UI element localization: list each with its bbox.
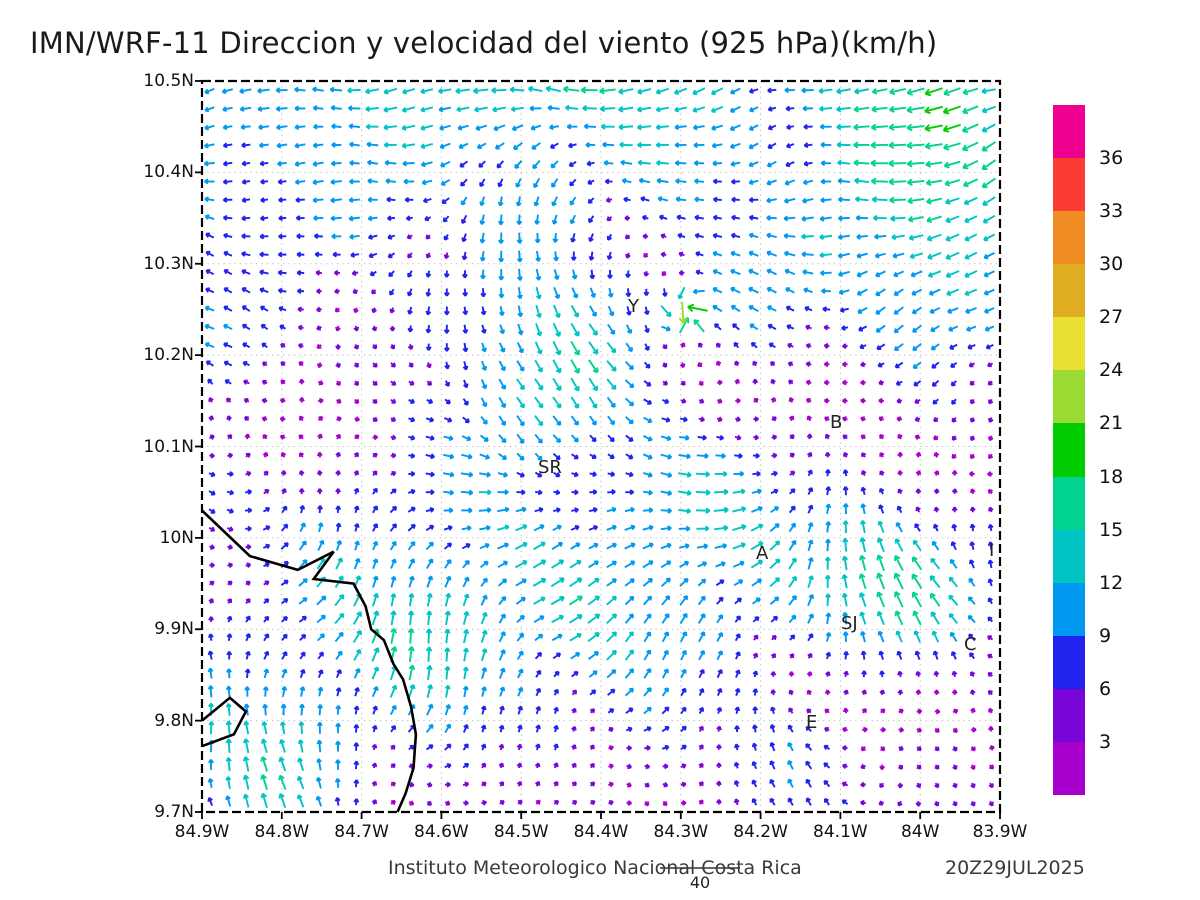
- station-label-sj: SJ: [841, 613, 858, 634]
- x-axis-tick-label: 84.3W: [653, 822, 709, 842]
- x-axis-tick-label: 84W: [900, 822, 940, 842]
- vector-scale-value: 40: [689, 873, 711, 892]
- colorbar-band: [1053, 317, 1085, 371]
- colorbar-band: [1053, 476, 1085, 531]
- colorbar[interactable]: [1053, 105, 1085, 796]
- station-label-sr: SR: [538, 457, 562, 478]
- colorbar-band: [1053, 741, 1085, 796]
- station-label-y: Y: [628, 296, 639, 317]
- colorbar-tick-label: 21: [1099, 412, 1124, 435]
- gridlines: [202, 81, 1000, 812]
- y-axis-tick-label: 9.9N: [154, 619, 194, 640]
- colorbar-band: [1053, 370, 1085, 424]
- colorbar-tick-label: 24: [1099, 359, 1124, 382]
- colorbar-band: [1053, 688, 1085, 743]
- station-label-b: B: [830, 412, 843, 433]
- colorbar-band: [1053, 105, 1085, 159]
- x-axis-tick-label: 84.5W: [493, 822, 549, 842]
- x-axis-tick-label: 84.1W: [813, 822, 868, 842]
- x-axis-tick-label: 84.8W: [254, 822, 310, 842]
- y-axis-tick-label: 10.3N: [143, 253, 194, 274]
- y-axis-tick-label: 10N: [159, 527, 194, 548]
- colorbar-band: [1053, 423, 1085, 478]
- axis-ticks: [195, 80, 1001, 819]
- station-label-e: E: [806, 712, 818, 733]
- colorbar-tick-label: 18: [1099, 465, 1124, 488]
- y-axis-tick-label: 10.2N: [143, 345, 194, 366]
- y-axis-tick-label: 10.1N: [143, 436, 194, 457]
- station-label-c: C: [964, 634, 977, 655]
- wind-vectors: [203, 85, 997, 809]
- colorbar-tick-label: 3: [1099, 730, 1112, 753]
- x-axis-tick-label: 84.9W: [174, 822, 230, 842]
- colorbar-band: [1053, 264, 1085, 318]
- colorbar-band: [1053, 529, 1085, 584]
- colorbar-band: [1053, 582, 1085, 637]
- page-title: IMN/WRF-11 Direccion y velocidad del vie…: [30, 26, 938, 60]
- colorbar-tick-label: 15: [1099, 518, 1124, 541]
- x-axis-tick-label: 83.9W: [972, 822, 1028, 842]
- colorbar-tick-label: 27: [1099, 306, 1124, 329]
- colorbar-tick-label: 36: [1099, 147, 1124, 170]
- colorbar-tick-label: 30: [1099, 253, 1124, 276]
- x-axis-tick-label: 84.4W: [573, 822, 629, 842]
- colorbar-tick-label: 33: [1099, 200, 1124, 223]
- x-axis-tick-label: 84.2W: [733, 822, 788, 842]
- colorbar-band: [1053, 635, 1085, 690]
- coastline: [201, 509, 418, 813]
- y-axis-tick-label: 10.4N: [143, 162, 194, 183]
- station-label-a: A: [756, 543, 769, 564]
- y-axis-tick-label: 9.7N: [154, 802, 194, 822]
- y-axis-tick-label: 9.8N: [154, 710, 194, 731]
- footer-timestamp: 20Z29JUL2025: [945, 857, 1085, 879]
- footer-institute: Instituto Meteorologico Nacional Costa R…: [388, 857, 802, 879]
- colorbar-band: [1053, 211, 1085, 265]
- x-axis-tick-label: 84.6W: [414, 822, 469, 842]
- colorbar-band: [1053, 158, 1085, 212]
- y-axis-tick-label: 10.5N: [143, 71, 194, 91]
- x-axis-tick-label: 84.7W: [334, 822, 389, 842]
- colorbar-tick-label: 6: [1099, 677, 1112, 700]
- station-label-i: I: [989, 540, 995, 561]
- colorbar-tick-label: 9: [1099, 624, 1112, 647]
- colorbar-tick-label: 12: [1099, 571, 1124, 594]
